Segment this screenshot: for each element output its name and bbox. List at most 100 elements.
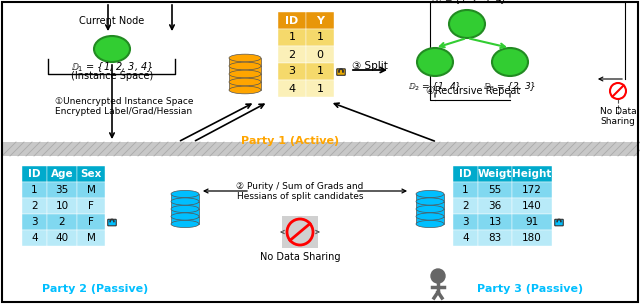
FancyBboxPatch shape <box>478 230 512 246</box>
Text: No Data
Sharing: No Data Sharing <box>600 107 636 126</box>
Text: Y: Y <box>316 16 324 26</box>
FancyBboxPatch shape <box>278 46 306 63</box>
Ellipse shape <box>416 198 444 205</box>
FancyBboxPatch shape <box>306 63 334 80</box>
Text: 180: 180 <box>522 233 542 243</box>
FancyBboxPatch shape <box>306 12 334 29</box>
FancyBboxPatch shape <box>47 230 77 246</box>
FancyBboxPatch shape <box>478 214 512 230</box>
Text: F: F <box>88 201 94 211</box>
Text: 10: 10 <box>56 201 68 211</box>
FancyBboxPatch shape <box>229 82 261 90</box>
Text: 91: 91 <box>525 217 539 227</box>
FancyBboxPatch shape <box>77 214 105 230</box>
Text: Height: Height <box>512 169 552 179</box>
FancyBboxPatch shape <box>278 63 306 80</box>
Text: ④Recursive Repeat: ④Recursive Repeat <box>426 86 520 96</box>
Text: 2: 2 <box>31 201 38 211</box>
FancyBboxPatch shape <box>512 182 552 198</box>
FancyBboxPatch shape <box>47 182 77 198</box>
FancyBboxPatch shape <box>171 194 199 202</box>
Ellipse shape <box>94 36 130 62</box>
Text: Age: Age <box>51 169 74 179</box>
FancyBboxPatch shape <box>478 182 512 198</box>
Text: No Data Sharing: No Data Sharing <box>260 252 340 262</box>
FancyBboxPatch shape <box>22 230 47 246</box>
Ellipse shape <box>229 54 261 62</box>
FancyBboxPatch shape <box>512 214 552 230</box>
FancyBboxPatch shape <box>77 182 105 198</box>
Text: 35: 35 <box>56 185 68 195</box>
Text: 1: 1 <box>317 33 323 43</box>
Text: 2: 2 <box>59 217 65 227</box>
FancyBboxPatch shape <box>2 142 638 156</box>
FancyBboxPatch shape <box>416 209 444 216</box>
Text: 13: 13 <box>488 217 502 227</box>
Ellipse shape <box>229 86 261 94</box>
FancyBboxPatch shape <box>22 214 47 230</box>
FancyBboxPatch shape <box>229 74 261 82</box>
FancyBboxPatch shape <box>337 69 345 75</box>
FancyBboxPatch shape <box>453 214 478 230</box>
Circle shape <box>431 269 445 283</box>
Text: 3: 3 <box>31 217 38 227</box>
Ellipse shape <box>229 78 261 86</box>
Ellipse shape <box>417 48 453 76</box>
Ellipse shape <box>416 213 444 220</box>
FancyBboxPatch shape <box>478 166 512 182</box>
Text: 36: 36 <box>488 201 502 211</box>
FancyBboxPatch shape <box>77 198 105 214</box>
FancyBboxPatch shape <box>229 66 261 74</box>
FancyBboxPatch shape <box>416 202 444 209</box>
FancyBboxPatch shape <box>306 46 334 63</box>
Text: Current Node: Current Node <box>79 16 145 26</box>
FancyBboxPatch shape <box>22 182 47 198</box>
FancyBboxPatch shape <box>416 194 444 202</box>
Text: M: M <box>86 185 95 195</box>
Text: 2: 2 <box>462 201 469 211</box>
FancyBboxPatch shape <box>478 198 512 214</box>
Text: 40: 40 <box>56 233 68 243</box>
FancyBboxPatch shape <box>282 216 318 247</box>
Text: $\mathbb{D}_1$ = {1, 2, 3, 4}: $\mathbb{D}_1$ = {1, 2, 3, 4} <box>431 0 507 6</box>
FancyBboxPatch shape <box>278 29 306 46</box>
FancyBboxPatch shape <box>453 182 478 198</box>
FancyBboxPatch shape <box>453 198 478 214</box>
Text: ③ Split: ③ Split <box>352 61 388 71</box>
FancyBboxPatch shape <box>22 198 47 214</box>
Ellipse shape <box>171 213 199 220</box>
Ellipse shape <box>416 220 444 228</box>
FancyBboxPatch shape <box>306 29 334 46</box>
FancyBboxPatch shape <box>453 166 478 182</box>
Text: 1: 1 <box>31 185 38 195</box>
Ellipse shape <box>492 48 528 76</box>
FancyBboxPatch shape <box>453 230 478 246</box>
FancyBboxPatch shape <box>171 202 199 209</box>
Text: 4: 4 <box>31 233 38 243</box>
FancyBboxPatch shape <box>77 230 105 246</box>
Text: Party 1 (Active): Party 1 (Active) <box>241 136 339 146</box>
Text: 55: 55 <box>488 185 502 195</box>
Ellipse shape <box>229 62 261 70</box>
FancyBboxPatch shape <box>512 198 552 214</box>
Text: 1: 1 <box>317 84 323 94</box>
FancyBboxPatch shape <box>47 214 77 230</box>
Ellipse shape <box>171 220 199 228</box>
Text: Party 2 (Passive): Party 2 (Passive) <box>42 284 148 294</box>
FancyBboxPatch shape <box>229 58 261 66</box>
FancyBboxPatch shape <box>77 166 105 182</box>
FancyBboxPatch shape <box>171 209 199 216</box>
FancyBboxPatch shape <box>555 219 563 226</box>
Text: 4: 4 <box>289 84 296 94</box>
FancyBboxPatch shape <box>306 80 334 97</box>
Text: $\mathbb{D}_3$ = {2, 3}: $\mathbb{D}_3$ = {2, 3} <box>483 80 536 93</box>
Text: 3: 3 <box>462 217 469 227</box>
FancyBboxPatch shape <box>416 216 444 224</box>
Text: ID: ID <box>460 169 472 179</box>
FancyBboxPatch shape <box>512 230 552 246</box>
Text: $\mathbb{D}_1$ = {1, 2, 3, 4}: $\mathbb{D}_1$ = {1, 2, 3, 4} <box>71 60 153 74</box>
Ellipse shape <box>416 206 444 212</box>
FancyBboxPatch shape <box>22 166 47 182</box>
Text: 2: 2 <box>289 50 296 60</box>
Text: Sex: Sex <box>80 169 102 179</box>
